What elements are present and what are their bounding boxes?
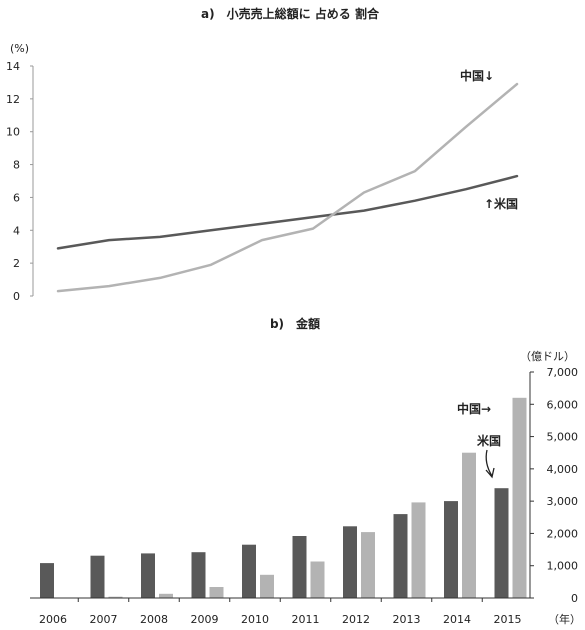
chart-b-bar-china <box>512 397 527 598</box>
chart-b-label-us: 米国 <box>477 433 501 448</box>
chart-b-x-tick-label: 2012 <box>342 613 370 626</box>
chart-b-x-unit-label: （年） <box>548 612 581 626</box>
chart-b-bar-us <box>444 501 458 598</box>
chart-a-label-china: 中国↓ <box>460 68 494 83</box>
chart-b-x-tick-label: 2008 <box>140 613 168 626</box>
chart-a-y-tick-label: 12 <box>6 93 20 106</box>
chart-b-x-tick-label: 2009 <box>191 613 219 626</box>
chart-b-y-tick-label: 3,000 <box>547 495 579 508</box>
chart-b-x-tick-label: 2007 <box>90 613 118 626</box>
chart-b-bar-china <box>209 587 224 598</box>
chart-b-y-tick-label: 0 <box>571 592 578 605</box>
chart-a-series-line-us <box>56 174 519 250</box>
chart-a-series-line-china <box>56 82 519 293</box>
chart-b-y-tick-label: 5,000 <box>547 431 579 444</box>
chart-b-bar-china <box>411 502 426 598</box>
chart-a-title: a) 小売売上総額に 占める 割合 <box>201 6 380 21</box>
chart-b-y-tick-label: 7,000 <box>547 366 579 379</box>
chart-b-bar-us <box>292 536 307 598</box>
chart-b-bar-us <box>90 555 105 598</box>
chart-b-bar-us <box>191 552 206 598</box>
chart-b-x-tick-label: 2006 <box>39 613 67 626</box>
chart-b-x-tick-label: 2015 <box>494 613 522 626</box>
chart-b-bar-china <box>310 561 325 598</box>
chart-a-unit-label: (%) <box>10 42 29 55</box>
chart-b-x-tick-label: 2011 <box>292 613 320 626</box>
chart-b-bar-china <box>361 532 375 598</box>
chart-b-bar-china <box>260 574 274 598</box>
chart-a-y-tick-label: 0 <box>13 290 20 303</box>
chart-a-y-tick-label: 8 <box>13 159 20 172</box>
chart-b-bar-us <box>343 526 357 598</box>
chart-b-us-pointer-arrow <box>485 449 495 479</box>
chart-b-bar-china <box>159 593 173 598</box>
chart-b-label-china: 中国→ <box>457 401 491 416</box>
chart-b-bar-us <box>242 544 256 598</box>
chart-b-x-tick-label: 2014 <box>443 613 471 626</box>
chart-b-bar-us <box>494 488 509 598</box>
chart-b-y-tick-label: 6,000 <box>547 398 579 411</box>
chart-b-bar-china <box>462 452 476 598</box>
chart-b-bar-china <box>108 596 123 598</box>
chart-b-title: b) 金額 <box>270 316 320 331</box>
chart-b-bar-us <box>141 553 155 598</box>
chart-b-bar-us <box>40 563 54 598</box>
chart-a-label-us: ↑米国 <box>484 196 518 211</box>
chart-b-y-tick-label: 2,000 <box>547 527 579 540</box>
chart-b-x-tick-label: 2010 <box>241 613 269 626</box>
chart-a-y-tick-label: 14 <box>6 60 20 73</box>
chart-a-y-tick-label: 6 <box>13 191 20 204</box>
chart-b-y-tick-label: 1,000 <box>547 560 579 573</box>
chart-a-y-tick-label: 4 <box>13 224 20 237</box>
chart-b-bar-us <box>393 514 408 598</box>
chart-b-unit-label: （億ドル） <box>520 350 575 363</box>
chart-b-y-tick-label: 4,000 <box>547 463 579 476</box>
chart-a-y-tick-label: 10 <box>6 126 20 139</box>
chart-b-x-tick-label: 2013 <box>393 613 421 626</box>
chart-a-y-tick-label: 2 <box>13 257 20 270</box>
